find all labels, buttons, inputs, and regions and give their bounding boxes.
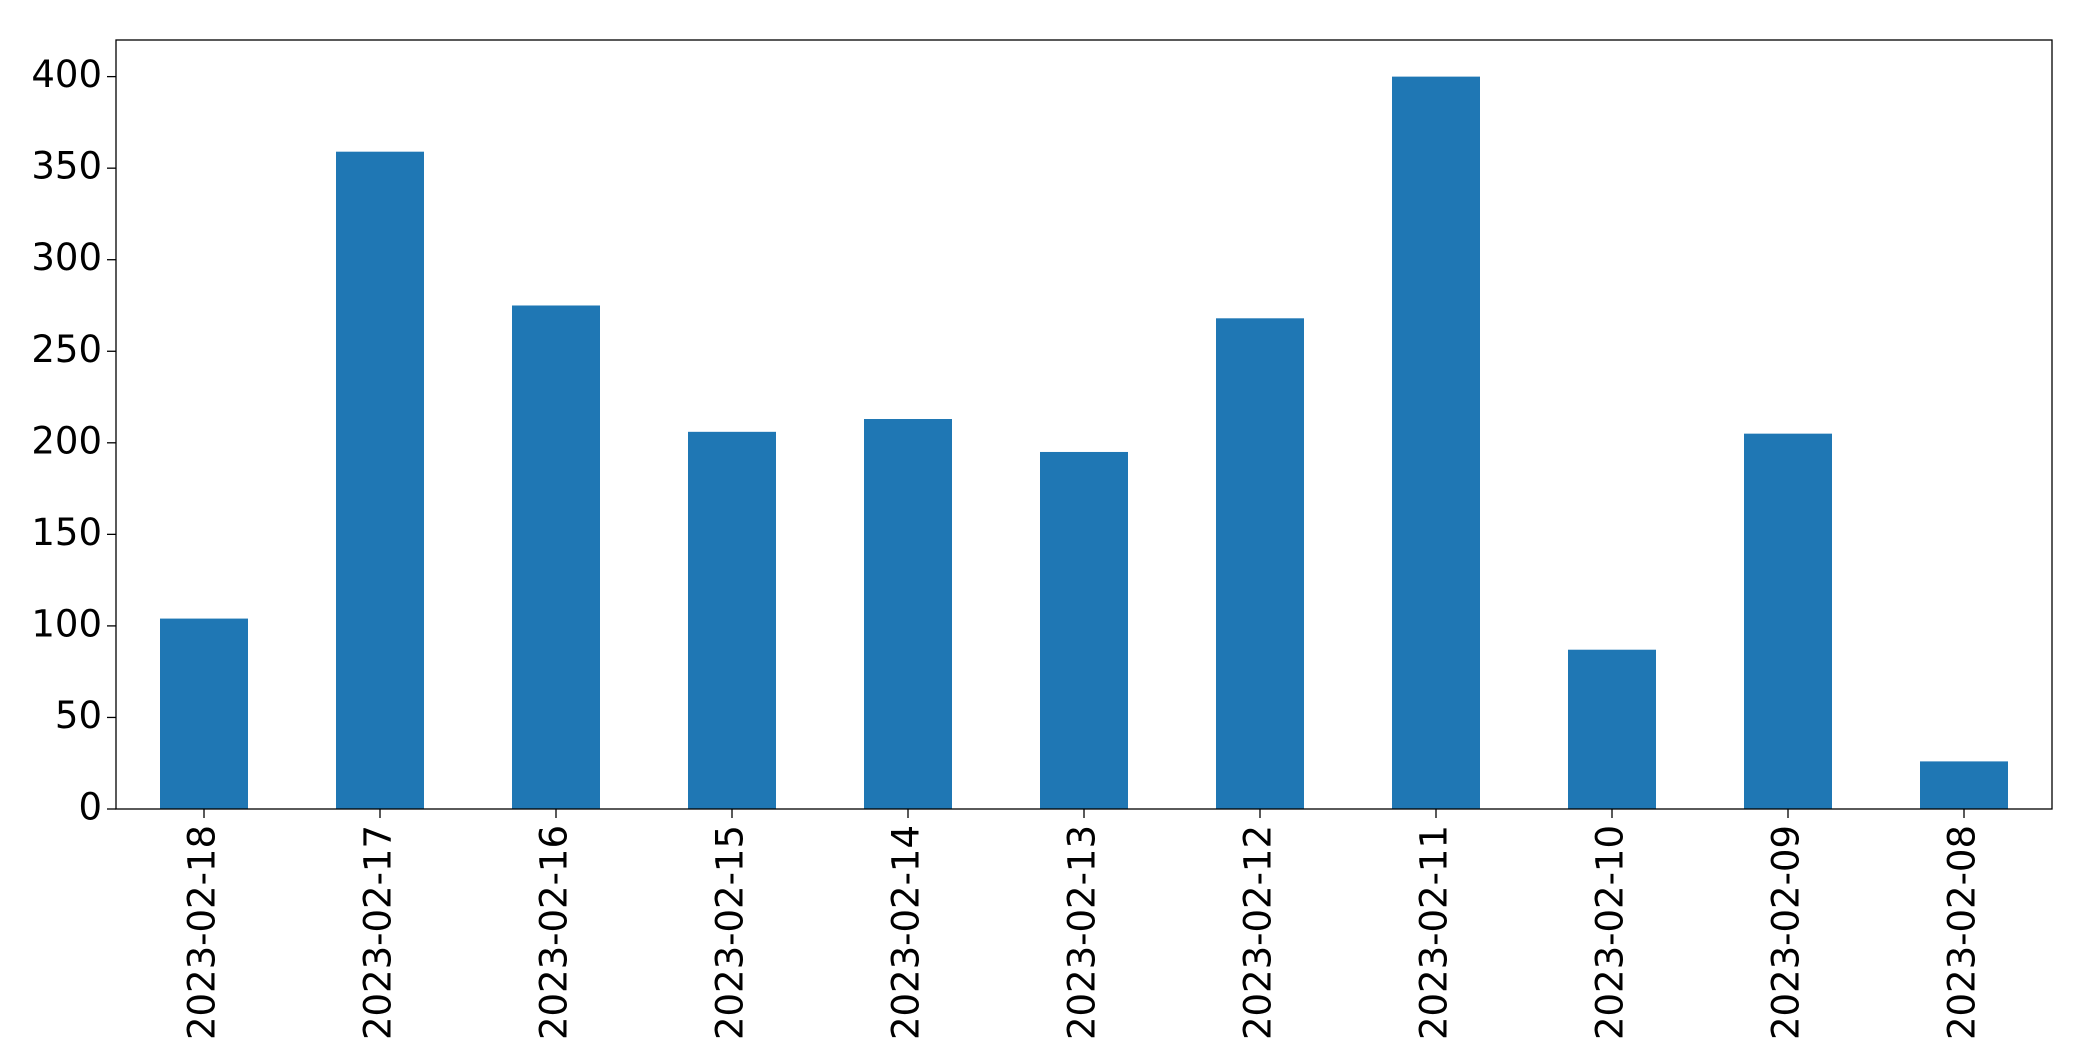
x-tick-label: 2023-02-15 <box>709 825 752 1040</box>
bar <box>1920 761 2008 809</box>
bar <box>1216 318 1304 809</box>
y-tick-label: 50 <box>55 694 102 737</box>
y-tick-label: 300 <box>31 236 102 279</box>
bar <box>512 305 600 809</box>
bar <box>336 151 424 809</box>
x-tick-label: 2023-02-14 <box>885 825 928 1040</box>
y-tick-label: 200 <box>31 419 102 462</box>
y-tick-label: 350 <box>31 145 102 188</box>
bar <box>688 431 776 809</box>
y-tick-label: 150 <box>31 511 102 554</box>
x-tick-label: 2023-02-08 <box>1941 825 1984 1040</box>
x-tick-label: 2023-02-18 <box>181 825 224 1040</box>
bar <box>1040 451 1128 809</box>
x-tick-label: 2023-02-13 <box>1061 825 1104 1040</box>
y-tick-label: 0 <box>78 786 102 829</box>
bar <box>160 618 248 809</box>
x-tick-label: 2023-02-10 <box>1589 825 1632 1040</box>
bar <box>864 419 952 809</box>
x-tick-label: 2023-02-12 <box>1237 825 1280 1040</box>
x-tick-label: 2023-02-16 <box>533 825 576 1040</box>
y-tick-label: 100 <box>31 602 102 645</box>
bar <box>1392 76 1480 810</box>
x-tick-label: 2023-02-17 <box>357 825 400 1040</box>
x-tick-label: 2023-02-09 <box>1765 825 1808 1040</box>
y-tick-label: 400 <box>31 53 102 96</box>
bar <box>1744 433 1832 809</box>
bar <box>1568 649 1656 809</box>
x-tick-label: 2023-02-11 <box>1413 825 1456 1040</box>
y-tick-label: 250 <box>31 328 102 371</box>
